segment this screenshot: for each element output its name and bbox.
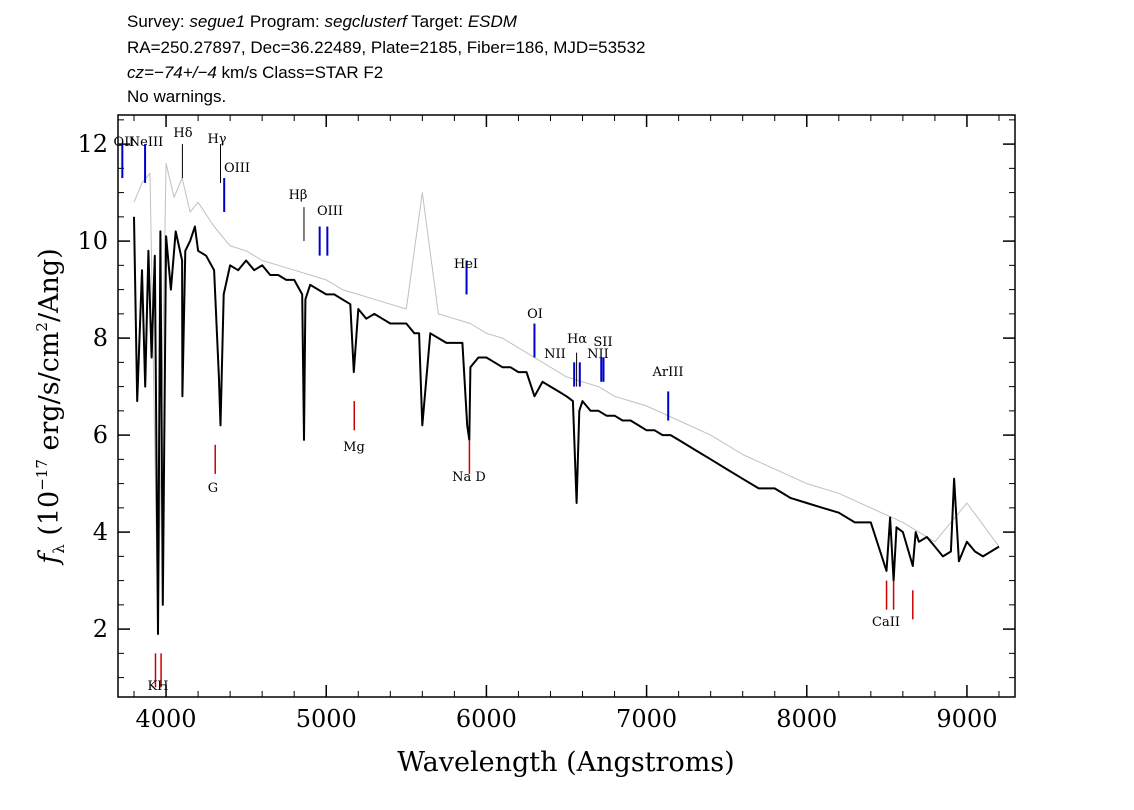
x-tick-label: 6000: [456, 705, 517, 733]
y-tick-label: 6: [93, 421, 108, 449]
plot-area: 4000 5000 6000 7000 8000 9000 2 4 6 8 10 12: [77, 115, 1015, 733]
label-g: G: [208, 481, 218, 496]
label-mg: Mg: [343, 440, 365, 455]
label-neiii: NeIII: [129, 135, 163, 150]
spectrum-error-band: [133, 163, 1000, 630]
x-axis-title: Wavelength (Angstroms): [397, 747, 734, 778]
label-nii-6583: NII: [587, 347, 609, 362]
label-hdelta: Hδ: [173, 126, 192, 141]
header-line-4: No warnings.: [127, 87, 227, 106]
header-line-2: RA=250.27897, Dec=36.22489, Plate=2185, …: [127, 38, 646, 57]
header-line-3: cz=−74+/−4 km/s Class=STAR F2: [127, 63, 384, 82]
x-tick-label: 5000: [296, 705, 357, 733]
label-kh: KH: [147, 679, 168, 694]
y-tick-label: 2: [93, 615, 108, 643]
label-hbeta: Hβ: [289, 188, 308, 203]
label-hei: HeI: [454, 257, 478, 272]
header-line-1: Survey: segue1 Program: segclusterf Targ…: [127, 12, 517, 31]
spectrum-line: [133, 216, 1000, 635]
x-tick-label: 8000: [776, 705, 837, 733]
y-tick-label: 10: [77, 227, 108, 255]
x-tick-label: 7000: [616, 705, 677, 733]
label-nad: Na D: [452, 470, 486, 485]
x-tick-label: 9000: [936, 705, 997, 733]
y-tick-label: 8: [93, 324, 108, 352]
y-axis-title: fλ (10−17 erg/s/cm2/Ang): [33, 248, 68, 566]
y-tick-label: 12: [77, 130, 108, 158]
label-oiii-4363: OIII: [224, 161, 250, 176]
y-tick-label: 4: [93, 518, 108, 546]
label-sii: SII: [593, 335, 612, 350]
label-caii: CaII: [872, 615, 900, 630]
label-nii-6548: NII: [544, 347, 566, 362]
x-tick-label: 4000: [136, 705, 197, 733]
label-hgamma: Hγ: [207, 132, 226, 147]
label-halpha: Hα: [567, 332, 587, 347]
label-oii: OII: [114, 135, 135, 150]
plot-frame: [117, 114, 1016, 698]
label-oiii-5007: OIII: [317, 204, 343, 219]
label-oi: OI: [527, 307, 543, 322]
label-ariii: ArIII: [651, 365, 683, 380]
